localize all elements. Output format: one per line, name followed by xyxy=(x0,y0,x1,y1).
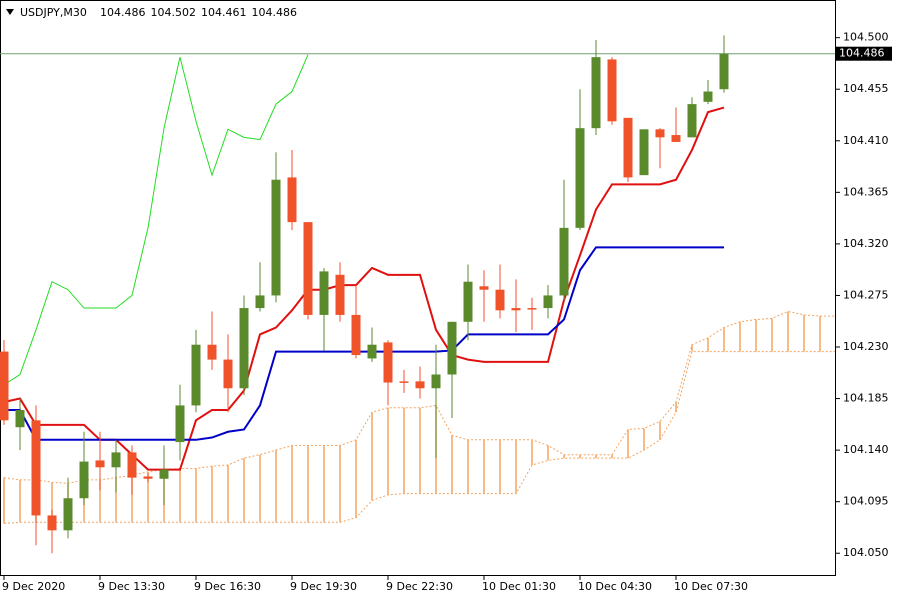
y-tick-label: 104.095 xyxy=(843,495,889,508)
candle-body xyxy=(399,381,409,383)
quote-value: 104.461 xyxy=(201,6,247,19)
candle-body xyxy=(143,476,153,479)
candle-body xyxy=(127,452,137,478)
candle-body xyxy=(495,289,505,311)
candle-body xyxy=(655,129,665,138)
quote-value: 104.486 xyxy=(252,6,298,19)
candle-body xyxy=(559,227,569,296)
x-tick-label: 9 Dec 22:30 xyxy=(386,580,453,593)
candle-body xyxy=(255,295,265,309)
candle-body xyxy=(15,410,25,428)
axes: 104.050 104.095 104.140 104.185 104.230 104.2… xyxy=(2,31,892,593)
candle-body xyxy=(207,344,217,360)
y-tick-label: 104.230 xyxy=(843,340,889,353)
y-tick-label: 104.140 xyxy=(843,443,889,456)
candle-body xyxy=(527,308,537,310)
x-tick-label: 10 Dec 04:30 xyxy=(578,580,652,593)
candle-body xyxy=(543,295,553,309)
plot-border xyxy=(0,0,836,576)
candle-body xyxy=(415,381,425,389)
candle-body xyxy=(687,104,697,138)
candle-body xyxy=(303,222,313,315)
candle-body xyxy=(367,344,377,359)
candle-body xyxy=(607,59,617,122)
quote-value: 104.486 xyxy=(100,6,146,19)
candle-body xyxy=(79,461,89,499)
candle-body xyxy=(0,351,9,421)
candle-body xyxy=(111,452,121,468)
y-tick-label: 104.185 xyxy=(843,392,889,405)
candle-body xyxy=(271,179,281,296)
candle-body xyxy=(479,286,489,290)
candle-body xyxy=(191,344,201,406)
x-tick-label: 10 Dec 01:30 xyxy=(482,580,556,593)
candle-body xyxy=(159,469,169,479)
candle-body xyxy=(447,321,457,375)
symbol-title: USDJPY,M30 xyxy=(20,6,87,19)
x-tick-label: 9 Dec 19:30 xyxy=(290,580,357,593)
candle-body xyxy=(335,274,345,315)
candle-body xyxy=(31,420,41,516)
x-tick-label: 9 Dec 2020 xyxy=(2,580,65,593)
candle-body xyxy=(351,314,361,356)
x-tick-label: 9 Dec 13:30 xyxy=(98,580,165,593)
candle-body xyxy=(639,129,649,176)
candle-body xyxy=(175,405,185,443)
candle-body xyxy=(239,308,249,389)
y-tick-label: 104.320 xyxy=(843,237,889,250)
candle-body xyxy=(95,460,105,468)
x-tick-label: 9 Dec 16:30 xyxy=(194,580,261,593)
candle-body xyxy=(319,271,329,315)
candle-body xyxy=(287,177,297,223)
x-tick-label: 10 Dec 07:30 xyxy=(674,580,748,593)
candle-body xyxy=(623,117,633,178)
indicator-line xyxy=(3,106,725,471)
candle-body xyxy=(511,308,521,311)
plot-area xyxy=(0,35,835,554)
y-tick-label: 104.500 xyxy=(843,31,889,44)
quote-value: 104.502 xyxy=(151,6,197,19)
quote: 104.486 104.502 104.461 104.486 xyxy=(100,6,297,19)
price-label-box xyxy=(835,46,892,61)
candle-body xyxy=(463,281,473,322)
menu-arrow[interactable] xyxy=(6,9,14,15)
y-tick-label: 104.275 xyxy=(843,288,889,301)
candle-body xyxy=(223,359,233,389)
candle-body xyxy=(575,128,585,228)
price-label: 104.486 xyxy=(839,47,885,60)
indicator-line xyxy=(4,246,724,441)
candle-body xyxy=(591,57,601,129)
candle-body xyxy=(63,498,73,531)
candle-body xyxy=(703,91,713,102)
span-b-line xyxy=(3,351,835,524)
indicator-line xyxy=(3,54,309,386)
candle-body xyxy=(671,135,681,142)
candle-body xyxy=(47,515,57,531)
candle-body xyxy=(383,342,393,383)
y-tick-label: 104.050 xyxy=(843,546,889,559)
y-tick-label: 104.365 xyxy=(843,185,889,198)
candle-body xyxy=(719,53,729,90)
y-tick-label: 104.455 xyxy=(843,82,889,95)
candle-body xyxy=(431,374,441,389)
y-tick-label: 104.410 xyxy=(843,134,889,147)
